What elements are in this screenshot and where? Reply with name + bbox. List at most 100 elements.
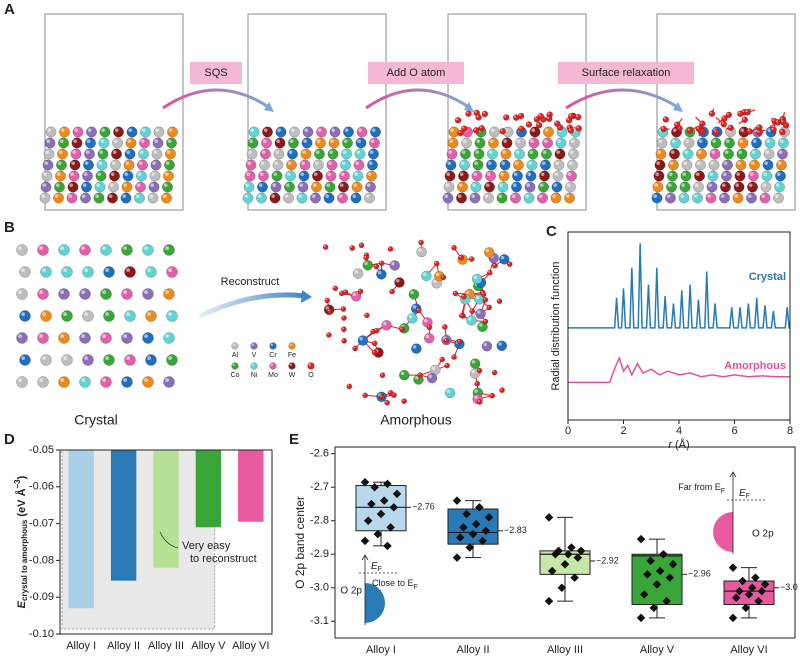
atom-highlight: [273, 172, 277, 176]
atom-highlight: [42, 312, 46, 317]
atom: [37, 244, 49, 256]
value-label: −2.83: [504, 525, 527, 535]
atom: [83, 159, 94, 171]
atom-highlight: [63, 268, 67, 273]
point: [560, 560, 570, 569]
point: [389, 503, 399, 512]
atom: [756, 129, 763, 136]
panel-label: A: [4, 1, 15, 18]
atom: [524, 181, 536, 193]
atom-highlight: [383, 321, 387, 326]
atom: [288, 362, 296, 370]
atom: [93, 192, 105, 204]
atom: [376, 269, 387, 280]
atom-highlight: [511, 194, 516, 198]
atom-highlight: [301, 161, 305, 165]
atom-highlight: [722, 116, 725, 119]
atom: [476, 399, 483, 405]
atom: [145, 266, 157, 278]
atom: [433, 260, 440, 267]
atom-highlight: [724, 150, 729, 154]
point: [465, 543, 475, 552]
point: [452, 496, 462, 505]
point: [484, 513, 494, 522]
atom-highlight: [780, 129, 783, 132]
inset-note: Close to EF: [372, 578, 418, 590]
atom: [764, 137, 776, 149]
atom-highlight: [165, 161, 170, 165]
atom: [81, 181, 92, 193]
atom-highlight: [500, 388, 503, 391]
atom-highlight: [168, 128, 173, 132]
atom-highlight: [315, 150, 320, 154]
atom: [100, 244, 112, 256]
atom-highlight: [289, 343, 292, 346]
atom-highlight: [144, 334, 148, 339]
point: [738, 576, 747, 586]
atom-highlight: [554, 172, 558, 176]
atom: [741, 116, 749, 123]
atom-highlight: [458, 131, 461, 134]
atom-highlight: [284, 194, 289, 198]
atom: [458, 170, 469, 182]
atom: [733, 181, 745, 193]
atom-highlight: [165, 246, 169, 250]
atom-highlight: [260, 161, 265, 165]
atom: [53, 192, 64, 204]
atom: [421, 270, 432, 282]
y-tick-label: -2.6: [310, 448, 329, 460]
atom-highlight: [762, 183, 766, 187]
atom-highlight: [44, 161, 48, 165]
atom: [142, 244, 154, 256]
atom-highlight: [740, 128, 744, 132]
atom: [779, 128, 786, 136]
atom: [418, 239, 424, 246]
atom: [379, 372, 386, 379]
atom-highlight: [402, 399, 405, 402]
atom: [324, 181, 336, 193]
atom-highlight: [275, 150, 279, 154]
atom: [314, 148, 325, 160]
y-unit-close: ): [16, 475, 28, 479]
point: [392, 489, 402, 499]
atom-highlight: [675, 122, 678, 125]
atom: [243, 181, 255, 193]
point: [567, 543, 576, 552]
atom: [357, 288, 364, 295]
bar: [68, 450, 94, 609]
arrow-label: Reconstruct: [221, 276, 280, 288]
atom-highlight: [720, 194, 725, 198]
atom-highlight: [358, 289, 361, 292]
atom: [145, 310, 157, 322]
atom-highlight: [695, 172, 700, 176]
atom-highlight: [412, 305, 417, 309]
atom: [501, 137, 513, 149]
atom: [686, 127, 694, 134]
atom: [110, 159, 121, 171]
atom: [680, 170, 692, 182]
atom: [442, 324, 448, 330]
atom-highlight: [423, 318, 428, 323]
atom-highlight: [352, 292, 357, 297]
atom: [58, 137, 69, 149]
cell-box: [447, 13, 587, 211]
atom-highlight: [366, 183, 371, 187]
atom: [365, 181, 376, 193]
atom-highlight: [547, 112, 550, 115]
atom-highlight: [485, 248, 490, 253]
atom-highlight: [750, 161, 755, 165]
atom: [469, 358, 481, 369]
point: [731, 593, 741, 603]
atom: [151, 148, 163, 160]
atom: [682, 148, 694, 160]
atom-highlight: [500, 172, 504, 176]
atom-highlight: [105, 356, 109, 361]
atom-highlight: [556, 150, 560, 154]
atom-highlight: [84, 312, 88, 317]
atom: [95, 170, 107, 182]
atom: [725, 111, 733, 119]
fermi-label: EF: [371, 561, 382, 573]
atom-highlight: [114, 128, 119, 132]
atom-highlight: [452, 245, 454, 248]
atom: [399, 326, 405, 333]
